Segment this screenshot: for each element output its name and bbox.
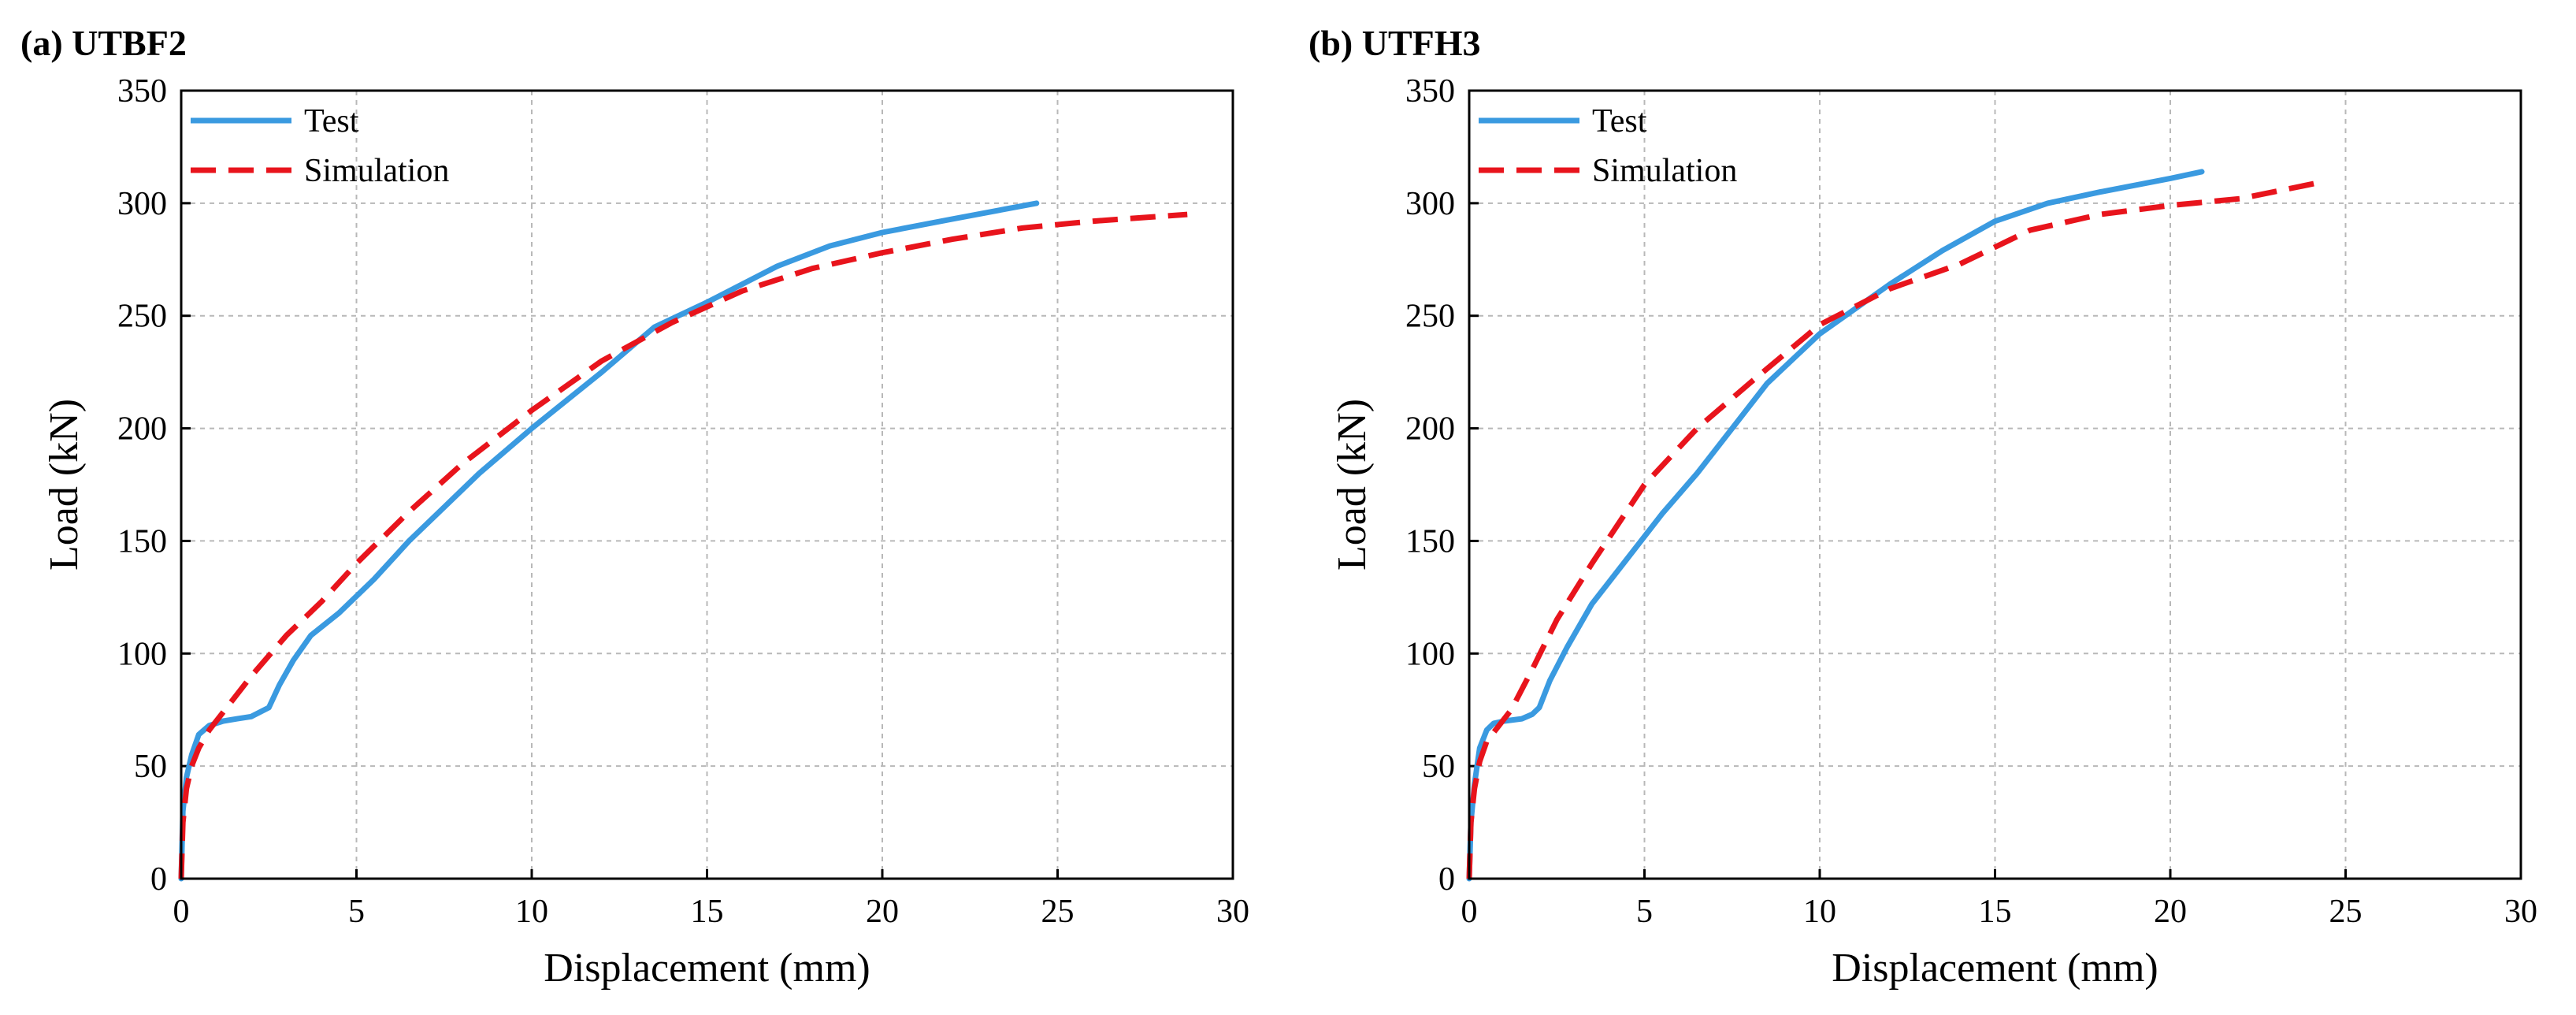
x-tick-label: 30 xyxy=(2504,894,2537,930)
panel-title: (a) UTBF2 xyxy=(20,23,187,63)
panel-title: (b) UTFH3 xyxy=(1308,23,1481,63)
y-axis-label: Load (kN) xyxy=(1330,399,1375,571)
x-tick-label: 5 xyxy=(348,894,365,930)
x-tick-label: 10 xyxy=(515,894,548,930)
y-tick-label: 0 xyxy=(1438,861,1455,898)
y-tick-label: 100 xyxy=(117,636,167,672)
x-tick-label: 5 xyxy=(1636,894,1653,930)
y-tick-label: 300 xyxy=(1405,186,1455,222)
x-tick-label: 25 xyxy=(1041,894,1075,930)
x-tick-label: 15 xyxy=(1979,894,2012,930)
legend: Test Simulation xyxy=(1479,103,1737,189)
y-tick-label: 200 xyxy=(117,411,167,448)
x-tick-labels: 0 5 10 15 20 25 30 xyxy=(173,894,1250,930)
y-tick-label: 350 xyxy=(1405,73,1455,110)
x-tick-label: 10 xyxy=(1803,894,1836,930)
y-tick-label: 100 xyxy=(1405,636,1455,672)
y-tick-label: 0 xyxy=(150,861,167,898)
x-tick-labels: 0 5 10 15 20 25 30 xyxy=(1461,894,2538,930)
x-axis-label: Displacement (mm) xyxy=(544,946,870,991)
x-tick-label: 20 xyxy=(866,894,899,930)
x-tick-label: 25 xyxy=(2329,894,2363,930)
y-tick-label: 50 xyxy=(1422,749,1455,785)
y-tick-label: 150 xyxy=(1405,523,1455,560)
x-tick-label: 30 xyxy=(1216,894,1249,930)
series-line-test xyxy=(178,200,1040,882)
x-tick-label: 0 xyxy=(1461,894,1478,930)
y-tick-labels: 0 50 100 150 200 250 300 350 xyxy=(117,73,167,898)
chart-utfh3: (b) UTFH3 0 5 10 15 20 25 30 0 50 100 150 200 250 30… xyxy=(1308,23,2538,991)
y-axis-label: Load (kN) xyxy=(42,399,87,571)
series-group xyxy=(178,200,1188,882)
x-tick-label: 15 xyxy=(691,894,724,930)
plot-frame xyxy=(180,89,1234,880)
legend-label-test: Test xyxy=(304,103,359,139)
series-line-simulation xyxy=(1466,180,2318,879)
legend: Test Simulation xyxy=(191,103,449,189)
chart-utbf2: (a) UTBF2 0 5 10 15 20 25 30 0 50 100 150 200 250 30… xyxy=(20,23,1250,991)
series-group xyxy=(1466,169,2318,882)
legend-label-simulation: Simulation xyxy=(304,153,449,189)
y-tick-label: 200 xyxy=(1405,411,1455,448)
y-tick-label: 250 xyxy=(117,299,167,335)
y-tick-labels: 0 50 100 150 200 250 300 350 xyxy=(1405,73,1455,898)
x-tick-label: 0 xyxy=(173,894,190,930)
grid xyxy=(1469,91,2521,879)
series-line-simulation xyxy=(178,211,1188,879)
grid xyxy=(181,91,1233,879)
y-tick-label: 300 xyxy=(117,186,167,222)
y-tick-label: 150 xyxy=(117,523,167,560)
plot-frame xyxy=(1468,89,2522,880)
legend-label-test: Test xyxy=(1592,103,1647,139)
y-tick-label: 350 xyxy=(117,73,167,110)
y-tick-label: 50 xyxy=(134,749,167,785)
legend-label-simulation: Simulation xyxy=(1592,153,1737,189)
series-line-test xyxy=(1466,169,2205,882)
y-tick-label: 250 xyxy=(1405,299,1455,335)
x-axis-label: Displacement (mm) xyxy=(1832,946,2158,991)
x-tick-label: 20 xyxy=(2154,894,2187,930)
